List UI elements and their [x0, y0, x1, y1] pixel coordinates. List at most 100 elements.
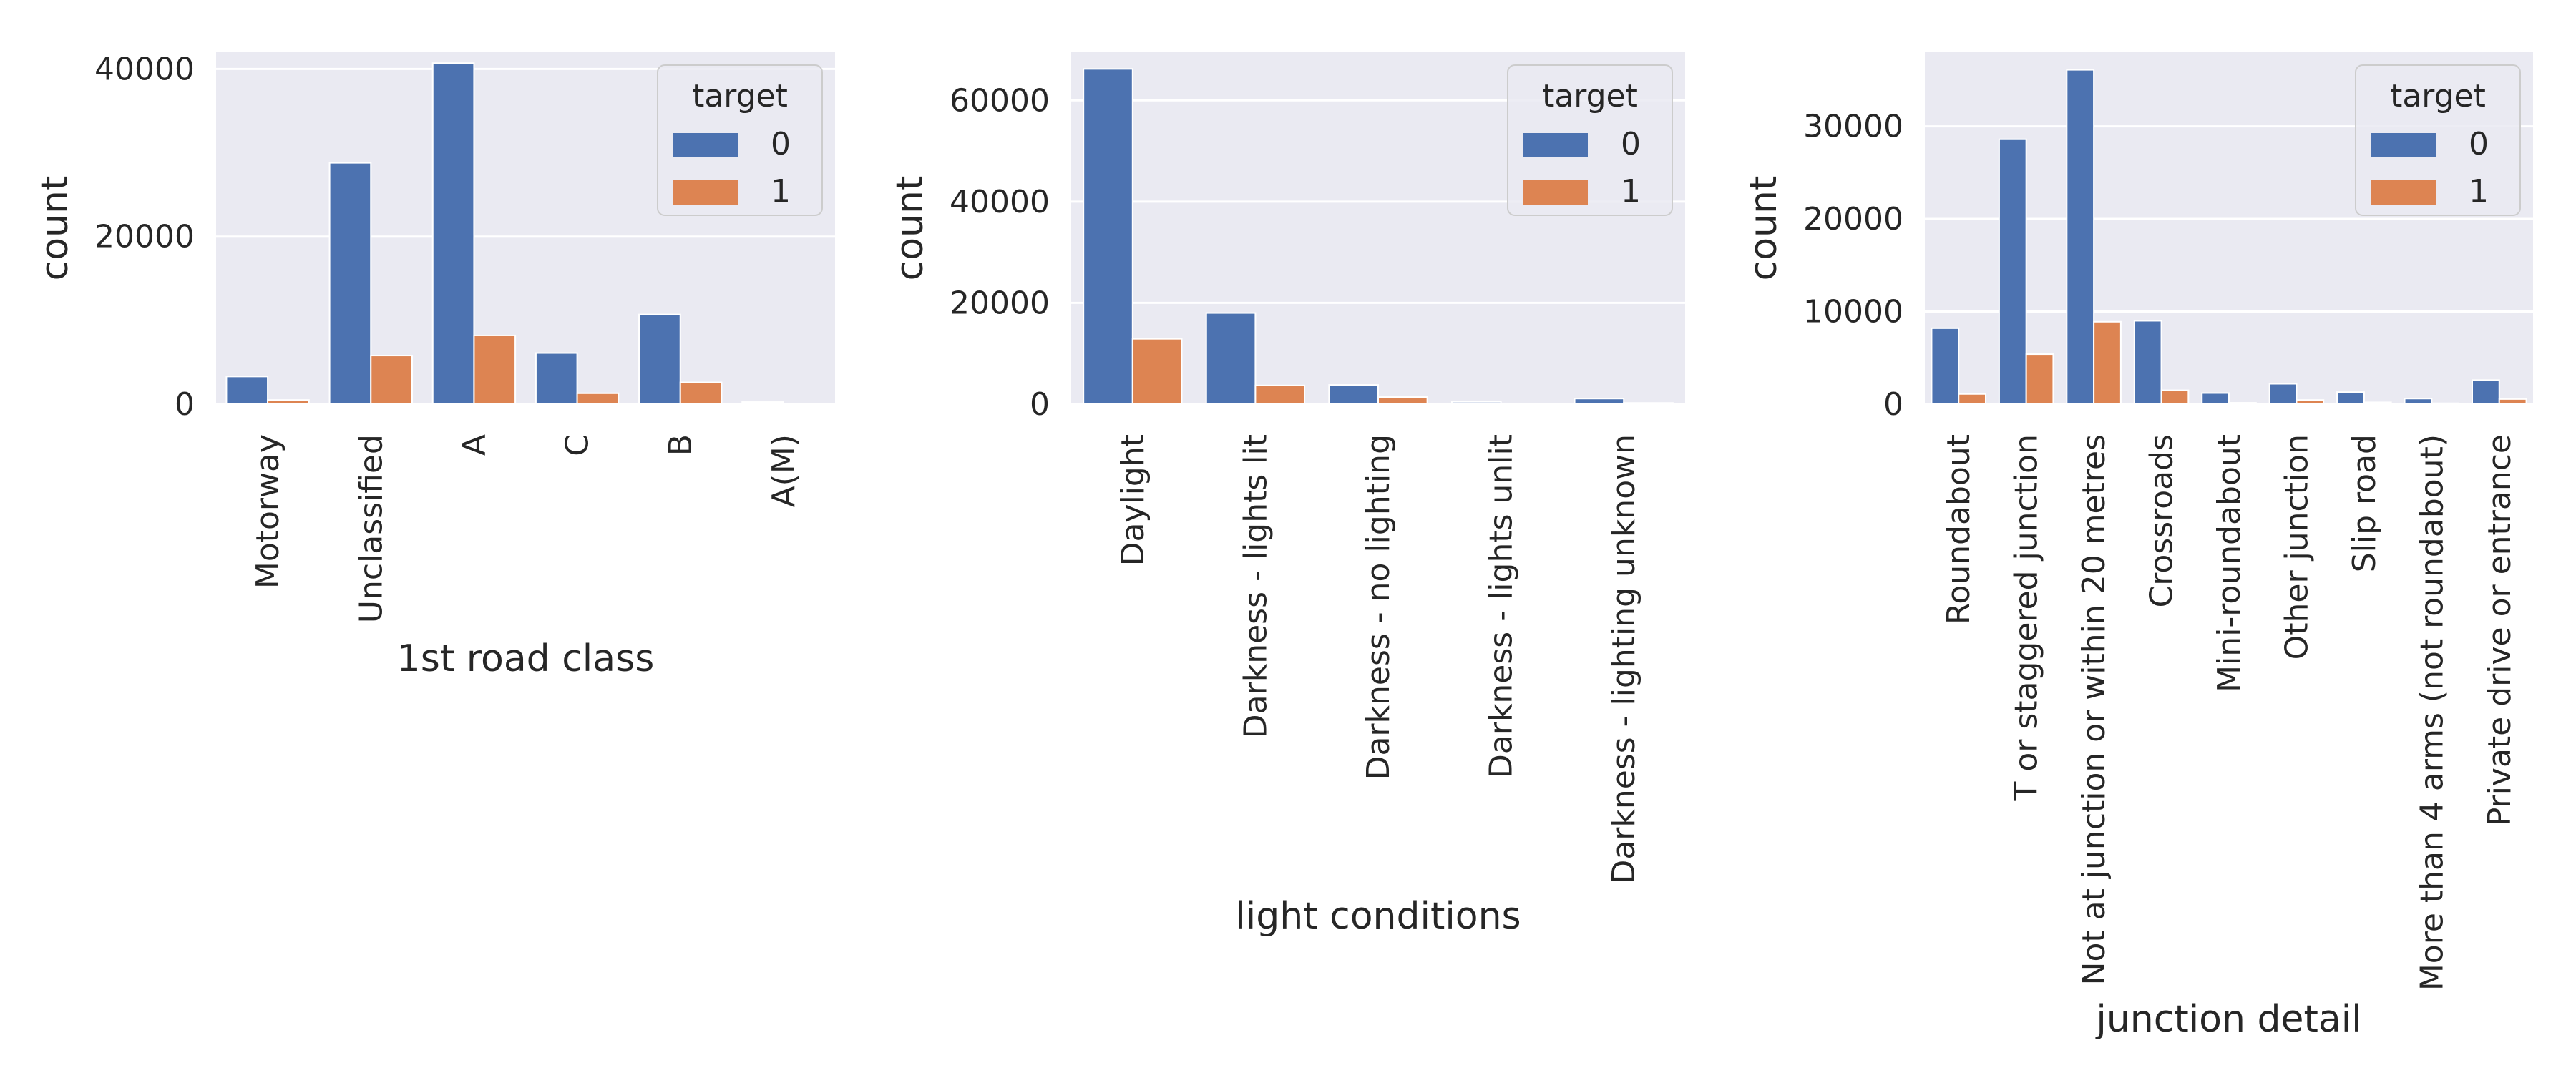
y-tick-label: 20000 — [1803, 201, 1903, 237]
legend-title: target — [692, 78, 788, 114]
x-tick-label: T or staggered junction — [2009, 434, 2045, 802]
y-axis-label: count — [889, 176, 932, 281]
x-tick-label: Not at junction or within 20 metres — [2076, 434, 2112, 985]
bar-series-0 — [2472, 379, 2500, 406]
bar-series-0 — [2336, 391, 2365, 405]
bar-series-0 — [1328, 384, 1379, 406]
bar-series-1 — [576, 392, 620, 405]
y-tick-label: 40000 — [94, 51, 195, 87]
bar-series-1 — [473, 334, 517, 406]
legend-label: 1 — [771, 173, 791, 210]
legend-swatch-0 — [1523, 133, 1588, 157]
y-tick-label: 60000 — [950, 82, 1050, 119]
x-tick-label: B — [663, 434, 699, 456]
legend: target 0 1 — [657, 64, 823, 216]
legend-title: target — [1542, 78, 1638, 114]
bar-series-0 — [2404, 398, 2433, 405]
chart-road-class: 0 20000 40000 Motorway Unclassified A C B A(M) 1s… — [34, 51, 835, 680]
x-tick-label: A(M) — [766, 434, 802, 507]
x-axis-label: junction detail — [2095, 998, 2361, 1041]
legend-label: 0 — [771, 126, 791, 162]
legend-box — [2355, 64, 2521, 216]
bar-series-1 — [1500, 403, 1551, 406]
x-tick-label: Darkness - no lighting — [1360, 434, 1397, 780]
x-tick-label: More than 4 arms (not roundabout) — [2414, 434, 2450, 991]
x-tick-label: Private drive or entrance — [2482, 434, 2518, 826]
legend: target 0 1 — [1507, 64, 1673, 216]
y-axis-label: count — [34, 176, 77, 281]
bar-series-0 — [328, 162, 372, 405]
legend-swatch-1 — [673, 180, 738, 205]
legend-label: 0 — [1621, 126, 1641, 162]
x-axis-label: light conditions — [1235, 895, 1521, 938]
legend-box — [1507, 64, 1673, 216]
bar-series-1 — [1131, 338, 1183, 405]
bar-series-0 — [1998, 138, 2027, 405]
chart-junction-detail: 0 10000 20000 30000 Roundabout T or staggered… — [1742, 52, 2533, 1041]
x-tick-label: Roundabout — [1941, 434, 1977, 624]
y-tick-label: 20000 — [94, 219, 195, 255]
bar-series-0 — [1205, 312, 1257, 405]
bar-series-1 — [1254, 384, 1306, 405]
y-tick-label: 30000 — [1803, 109, 1903, 145]
bar-series-0 — [431, 62, 475, 405]
y-tick-label: 20000 — [950, 285, 1050, 321]
bar-series-1 — [2093, 320, 2122, 406]
bar-series-0 — [1083, 68, 1133, 406]
legend: target 0 1 — [2355, 64, 2521, 216]
bar-series-1 — [2025, 353, 2054, 405]
legend-swatch-1 — [2371, 180, 2436, 205]
bar-series-0 — [2268, 383, 2298, 406]
bar-series-0 — [741, 401, 784, 405]
bar-series-1 — [782, 403, 826, 406]
bar-series-1 — [370, 355, 413, 405]
legend-swatch-0 — [673, 133, 738, 157]
chart-light-conditions: 0 20000 40000 60000 Daylight Darkness - light… — [889, 52, 1685, 938]
legend-label: 1 — [2469, 173, 2489, 210]
bar-series-0 — [2066, 69, 2095, 405]
legend-label: 0 — [2469, 126, 2489, 162]
bar-series-1 — [2160, 389, 2190, 405]
legend-swatch-1 — [1523, 180, 1588, 205]
x-tick-label: Unclassified — [353, 434, 389, 623]
x-tick-label: C — [560, 434, 596, 456]
x-tick-label: Daylight — [1115, 434, 1151, 566]
bar-series-1 — [1623, 402, 1674, 406]
x-tick-label: Slip road — [2346, 434, 2383, 572]
bar-series-1 — [679, 381, 723, 405]
legend-swatch-0 — [2371, 133, 2436, 157]
y-tick-label: 10000 — [1803, 294, 1903, 330]
bar-series-0 — [2201, 392, 2230, 405]
legend-label: 1 — [1621, 173, 1641, 210]
x-axis-label: 1st road class — [397, 637, 655, 680]
legend-title: target — [2390, 78, 2486, 114]
bar-series-1 — [2296, 399, 2325, 406]
bar-series-1 — [2498, 398, 2527, 406]
y-tick-label: 0 — [175, 386, 195, 423]
bar-series-0 — [1574, 398, 1625, 406]
y-tick-label: 0 — [1030, 386, 1050, 423]
x-tick-label: Darkness - lights lit — [1237, 434, 1274, 738]
bar-series-1 — [267, 399, 310, 406]
bar-series-0 — [1450, 401, 1502, 406]
bar-series-0 — [638, 313, 681, 405]
x-tick-label: Crossroads — [2144, 434, 2180, 607]
bar-series-1 — [2431, 402, 2460, 405]
bar-series-1 — [1958, 393, 1986, 405]
x-tick-label: Darkness - lighting unknown — [1606, 434, 1642, 884]
bar-series-1 — [2228, 402, 2257, 406]
x-tick-label: Motorway — [250, 434, 286, 589]
x-tick-label: Mini-roundabout — [2211, 434, 2248, 692]
legend-box — [657, 64, 823, 216]
bar-series-1 — [1377, 396, 1428, 406]
x-tick-label: Other junction — [2278, 434, 2315, 660]
bar-series-0 — [1931, 327, 1960, 405]
x-tick-label: A — [456, 434, 492, 456]
y-tick-label: 0 — [1883, 386, 1903, 423]
y-axis-label: count — [1742, 176, 1785, 281]
x-tick-label: Darkness - lights unlit — [1483, 434, 1520, 778]
bar-series-0 — [2133, 320, 2162, 406]
bar-series-1 — [2363, 401, 2392, 405]
bar-series-0 — [535, 352, 578, 405]
